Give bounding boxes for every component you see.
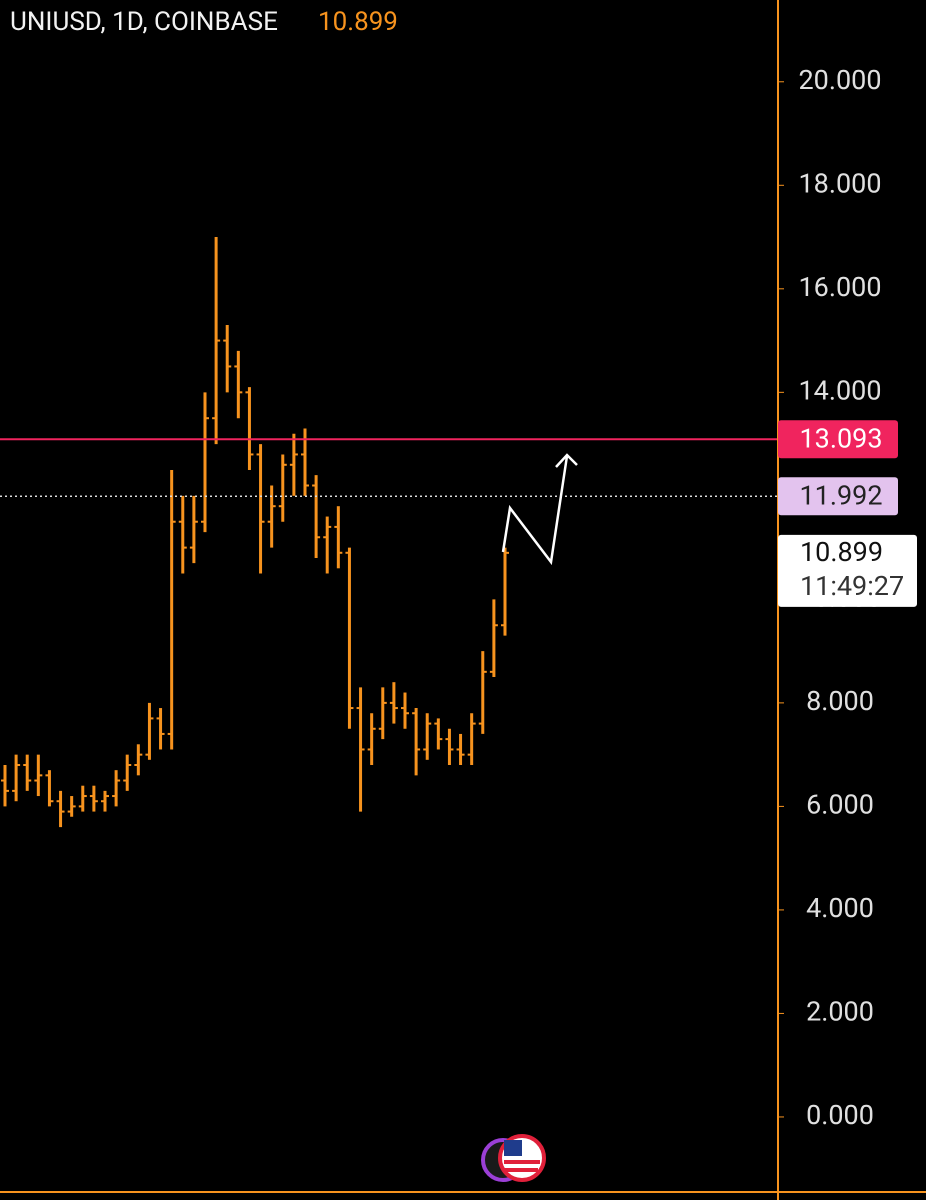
y-tick-label: 14.000 [799,374,882,406]
price-label: 11.992 [800,479,883,511]
y-tick-label: 18.000 [799,167,882,199]
header-price: 10.899 [318,7,398,37]
current-price-box [778,534,917,607]
price-lines [0,438,778,498]
price-label: 13.093 [800,422,883,454]
flag-stripe [504,1168,538,1172]
price-label-box [778,477,898,516]
price-label-box [778,420,898,459]
y-tick-label: 20.000 [799,64,882,96]
y-tick-label: 2.000 [806,996,874,1028]
drawn-arrow [501,455,569,566]
y-tick-label: 6.000 [806,789,874,821]
flag-stripe [504,1160,540,1164]
y-tick-label: 4.000 [806,892,874,924]
y-axis: 0.0002.0004.0006.0008.00010.00012.00014.… [778,64,882,1131]
y-tick-label: 16.000 [799,271,882,303]
logo [481,1134,546,1182]
current-price: 10.899 [800,536,883,568]
countdown: 11:49:27 [800,570,904,602]
arrow-head [555,453,578,468]
y-tick-label: 8.000 [806,685,874,717]
chart-title: UNIUSD, 1D, COINBASE [10,7,278,37]
price-bars [1,237,509,828]
y-tick-label: 0.000 [806,1099,874,1131]
flag-canton [504,1140,522,1156]
